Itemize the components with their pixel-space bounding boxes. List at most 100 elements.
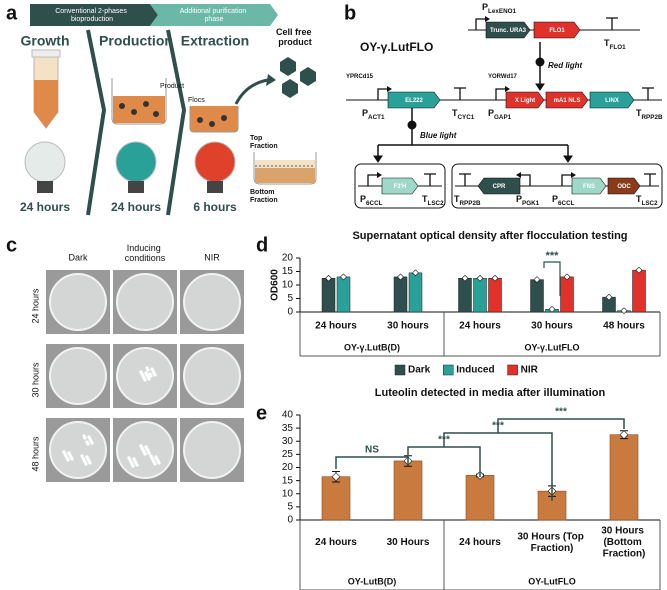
bar (465, 475, 495, 521)
floc (84, 462, 88, 466)
dish (116, 273, 174, 331)
floc (150, 456, 154, 460)
data-point (461, 274, 469, 282)
part-label: X Light (515, 98, 535, 104)
label: Product (160, 83, 184, 90)
floc (66, 458, 70, 462)
gene-box (545, 91, 589, 109)
phase-arrow (30, 4, 158, 26)
data-point (491, 274, 499, 282)
significance-label: NS (365, 445, 379, 456)
phase-label: Additional purification phase (180, 8, 249, 23)
bar (458, 278, 472, 313)
y-tick-label: 30 (282, 436, 294, 447)
time-label: 24 hours (20, 200, 70, 214)
construct-title: OY-γ.LutFLO (360, 40, 433, 54)
part-label: TRPP2B (454, 194, 481, 207)
x-tick-label: 24 hours (315, 321, 357, 332)
group-label: OY-γ.LutB(D) (344, 342, 400, 352)
beaker (111, 78, 167, 125)
row-label: 30 hours (30, 362, 40, 398)
floc (139, 444, 143, 448)
gene-box (533, 21, 581, 39)
part-text: P (362, 108, 368, 118)
terminator (642, 87, 654, 100)
gene-box (477, 177, 521, 195)
floc (154, 455, 158, 459)
floc (88, 437, 92, 441)
part-text: ODC (617, 184, 631, 190)
panel-label: a (6, 2, 18, 24)
column-label: Dark (68, 252, 88, 262)
floc (129, 460, 133, 464)
part-subscript: GAP1 (494, 114, 512, 121)
significance-label: *** (546, 250, 560, 262)
y-tick-label: 10 (282, 488, 294, 499)
dish (183, 347, 241, 405)
panel-label: d (256, 234, 268, 256)
part-text: T (452, 108, 458, 118)
bar (609, 434, 639, 521)
part-text: T (422, 194, 428, 204)
part-subscript: RPP2B (460, 200, 481, 207)
promoter (367, 174, 377, 186)
part-text: T (636, 194, 642, 204)
time-label: 24 hours (111, 200, 161, 214)
stage-title: Production (99, 33, 173, 49)
data-point (548, 305, 556, 313)
part-subscript: 6CCL (366, 200, 383, 207)
y-tick-label: 0 (287, 307, 293, 318)
floc (67, 451, 71, 455)
tube-cap (31, 49, 61, 58)
floc (85, 455, 89, 459)
legend-swatch (443, 364, 454, 376)
label: Bottom Fraction (250, 189, 278, 204)
part-label: EL222 (405, 98, 423, 104)
part-text: Trunc. URA3 (490, 28, 527, 34)
floc (90, 441, 94, 445)
panel-label: b (344, 2, 356, 24)
part-text: FNS (583, 184, 595, 190)
panel-c: Dark Inducing conditions NIR 24 hours 30… (30, 243, 220, 471)
x-tick-label: 24 hours (459, 537, 501, 548)
dish (183, 421, 241, 479)
data-point (619, 430, 629, 440)
y-tick-label: 20 (282, 462, 294, 473)
dish (49, 273, 107, 331)
part-subscript: FLO1 (610, 44, 627, 51)
floc (153, 373, 157, 377)
y-tick-label: 10 (282, 280, 294, 291)
part-label: TFLO1 (604, 38, 626, 51)
separator (166, 29, 187, 216)
arrow (234, 78, 269, 105)
gene-box (387, 91, 441, 109)
legend-swatch (507, 364, 518, 376)
legend-label: Induced (456, 365, 494, 376)
row-label: 48 hours (30, 436, 40, 472)
x-tick-label: 24 hours (315, 537, 357, 548)
part-label: CPR (493, 184, 506, 190)
floc (142, 450, 146, 454)
part-label: FLO1 (549, 28, 565, 34)
y-tick-label: 15 (282, 475, 294, 486)
floc (152, 460, 156, 464)
part-text: mA1 NLS (554, 98, 581, 104)
gene-box (607, 177, 641, 195)
part-text: LINX (605, 98, 619, 104)
data-point (635, 266, 643, 274)
gene-box (589, 91, 635, 109)
signal-label: Red light (548, 61, 583, 70)
bar (473, 278, 487, 313)
terminator (644, 173, 656, 186)
promoter-head (377, 172, 382, 178)
promoter-head (387, 86, 392, 92)
part-text: CPR (493, 184, 506, 190)
part-text: P (488, 108, 494, 118)
phase-label: Conventional 2-phases bioproduction (55, 8, 129, 23)
y-tick-label: 20 (282, 253, 294, 264)
floc (144, 445, 148, 449)
bar (321, 278, 336, 313)
floc (142, 376, 146, 380)
x-tick-label: 30 hours (387, 321, 429, 332)
promoter-head (571, 172, 576, 178)
